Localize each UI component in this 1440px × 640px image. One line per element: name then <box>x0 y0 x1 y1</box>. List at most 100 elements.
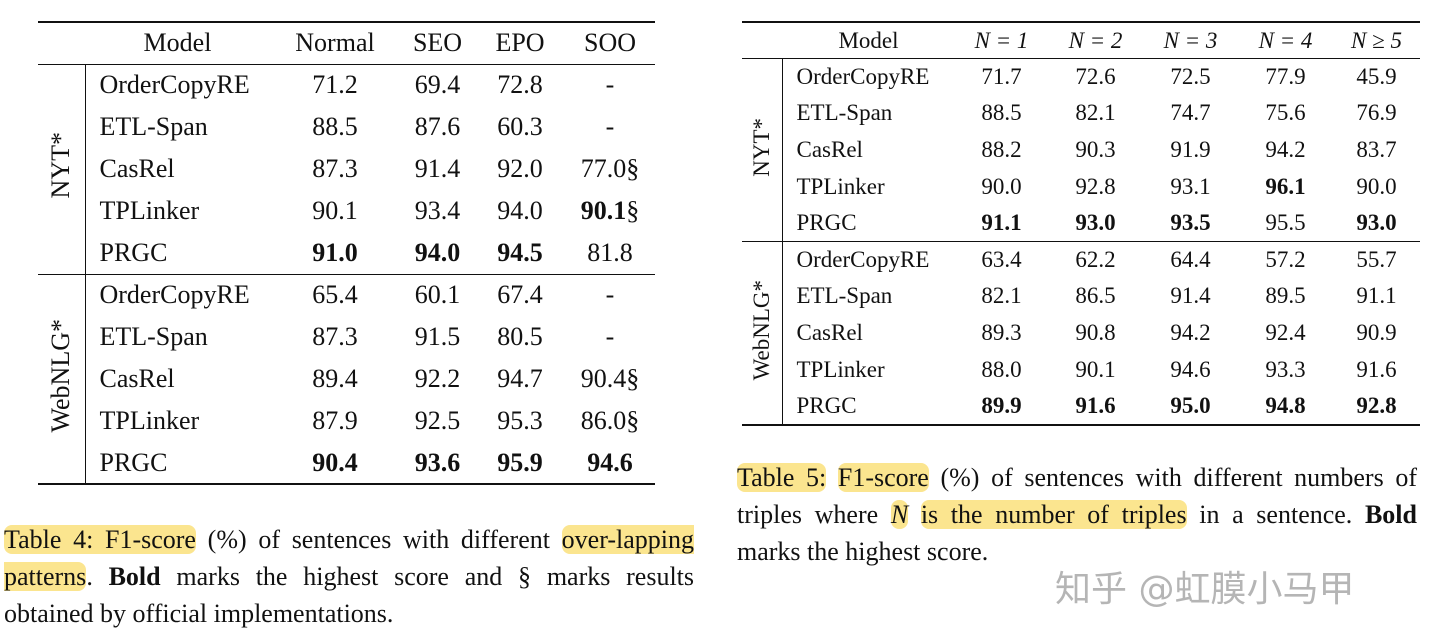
cell-value: 96.1 <box>1265 173 1306 199</box>
row: ETL-Span 82.1 86.5 91.4 89.5 91.1 <box>742 278 1420 315</box>
header-row: Model Normal SEO EPO SOO <box>38 22 655 64</box>
row: CasRel 89.4 92.2 94.7 90.4§ <box>38 358 655 400</box>
cell-value: - <box>605 70 615 100</box>
cell: 95.0 <box>1143 388 1238 425</box>
cell-value: 82.1 <box>981 283 1022 309</box>
cell-value: 91.1 <box>981 210 1022 236</box>
cell: 89.5 <box>1238 278 1333 315</box>
cell-value: 93.0 <box>1356 210 1397 236</box>
cell: 72.8 <box>475 64 565 106</box>
cell-value: 94.7 <box>497 364 543 393</box>
cell-value: 74.7 <box>1170 100 1211 126</box>
caption-5: Table 5: F1-score (%) of sentences with … <box>737 459 1417 570</box>
group: NYT* OrderCopyRE 71.2 69.4 72.8 - ETL-Span 88.5… <box>38 64 655 274</box>
model-name: TPLinker <box>796 173 885 199</box>
cell: 90.1§ <box>565 190 655 232</box>
cell: 88.5 <box>955 95 1048 132</box>
group-label: NYT* <box>748 117 774 177</box>
cell-value: 77.9 <box>1265 64 1306 90</box>
cell: 95.5 <box>1238 205 1333 242</box>
cell-value: 65.4 <box>312 280 358 310</box>
cell: 92.4 <box>1238 315 1333 352</box>
caption-text: F1-score <box>837 463 929 492</box>
cell-value: 92.8 <box>1356 392 1397 418</box>
model-name: TPLinker <box>99 196 200 225</box>
row: NYT* OrderCopyRE 71.2 69.4 72.8 - <box>38 64 655 274</box>
cell: 95.9 <box>475 442 565 484</box>
model-name: PRGC <box>796 392 857 418</box>
caption-text: Bold <box>108 562 161 591</box>
cell-value: 94.0 <box>414 237 461 267</box>
cell-value: 90.4 <box>580 364 627 393</box>
cell-value: 45.9 <box>1356 64 1397 90</box>
model-name: TPLinker <box>796 356 885 382</box>
cell: - <box>565 64 655 106</box>
cell: 90.1 <box>1048 351 1143 388</box>
header-cell: N = 1 <box>974 27 1029 53</box>
cell-value: 88.5 <box>981 100 1022 126</box>
model-name: CasRel <box>99 154 175 183</box>
cell: 92.5 <box>400 400 475 442</box>
cell: 94.6 <box>565 442 655 484</box>
row: CasRel 87.3 91.4 92.0 77.0§ <box>38 148 655 190</box>
cell-value: 95.5 <box>1265 210 1306 236</box>
cell: 92.0 <box>475 148 565 190</box>
group-label: WebNLG* <box>748 279 774 380</box>
caption-text: marks the highest score and § marks resu… <box>4 562 695 628</box>
model-name: ETL-Span <box>796 283 893 309</box>
cell: 95.3 <box>475 400 565 442</box>
cell-value: 94.6 <box>587 447 633 477</box>
group-label-cell: WebNLG* <box>742 241 783 425</box>
row: TPLinker 90.1 93.4 94.0 90.1§ <box>38 190 655 232</box>
cell-value: 92.2 <box>414 364 461 393</box>
row: PRGC 89.9 91.6 95.0 94.8 92.8 <box>742 388 1420 425</box>
cell: 57.2 <box>1238 242 1333 279</box>
cell: 81.8 <box>565 232 655 274</box>
caption-text: . <box>86 562 109 591</box>
model-name: OrderCopyRE <box>796 64 930 90</box>
cell: 72.5 <box>1143 59 1238 96</box>
cell-value: 90.4 <box>312 447 358 477</box>
cell-value: 72.6 <box>1075 64 1116 90</box>
cell-value: 91.4 <box>1170 283 1211 309</box>
cell-value: 92.4 <box>1265 320 1306 346</box>
cell: 71.7 <box>955 59 1048 96</box>
cell: 91.0 <box>270 232 400 274</box>
table-4: Model Normal SEO EPO SOO NYT* OrderCopyRE 71.2 6… <box>38 21 655 485</box>
caption-text <box>826 463 838 492</box>
cell: 45.9 <box>1333 59 1420 96</box>
cell-value: 90.0 <box>1356 173 1397 199</box>
cell: 91.1 <box>1333 278 1420 315</box>
cell-value: 91.6 <box>1075 392 1116 418</box>
caption-text <box>908 500 921 529</box>
cell-value: 95.0 <box>1170 392 1211 418</box>
header-cell: Normal <box>295 28 375 58</box>
model-name: ETL-Span <box>796 100 893 126</box>
cell-value: 64.4 <box>1170 247 1211 273</box>
header-cell: N = 3 <box>1163 27 1218 53</box>
cell: 90.9 <box>1333 315 1420 352</box>
cell-note: § <box>626 196 640 225</box>
cell-value: 91.0 <box>312 237 358 267</box>
caption-text: (%) of sentences with different <box>195 525 562 554</box>
row: ETL-Span 88.5 87.6 60.3 - <box>38 106 655 148</box>
cell: 74.7 <box>1143 95 1238 132</box>
cell: 89.9 <box>955 388 1048 425</box>
model-name: PRGC <box>796 210 857 236</box>
cell-value: 90.8 <box>1075 320 1116 346</box>
header-cell: N = 4 <box>1258 27 1313 53</box>
cell-value: 75.6 <box>1265 100 1306 126</box>
model-name: CasRel <box>796 137 863 163</box>
cell: 82.1 <box>1048 95 1143 132</box>
cell-value: 91.6 <box>1356 356 1397 382</box>
row: PRGC 91.1 93.0 93.5 95.5 93.0 <box>742 205 1420 242</box>
cell: 94.8 <box>1238 388 1333 425</box>
caption-text: (%) of sentences with different numbers … <box>737 463 1418 529</box>
cell: 86.5 <box>1048 278 1143 315</box>
cell-value: 92.8 <box>1075 173 1116 199</box>
cell-value: 93.3 <box>1265 356 1306 382</box>
cell: 93.4 <box>400 190 475 232</box>
model-name: CasRel <box>796 320 863 346</box>
cell: 75.6 <box>1238 95 1333 132</box>
cell-value: 67.4 <box>497 280 543 310</box>
